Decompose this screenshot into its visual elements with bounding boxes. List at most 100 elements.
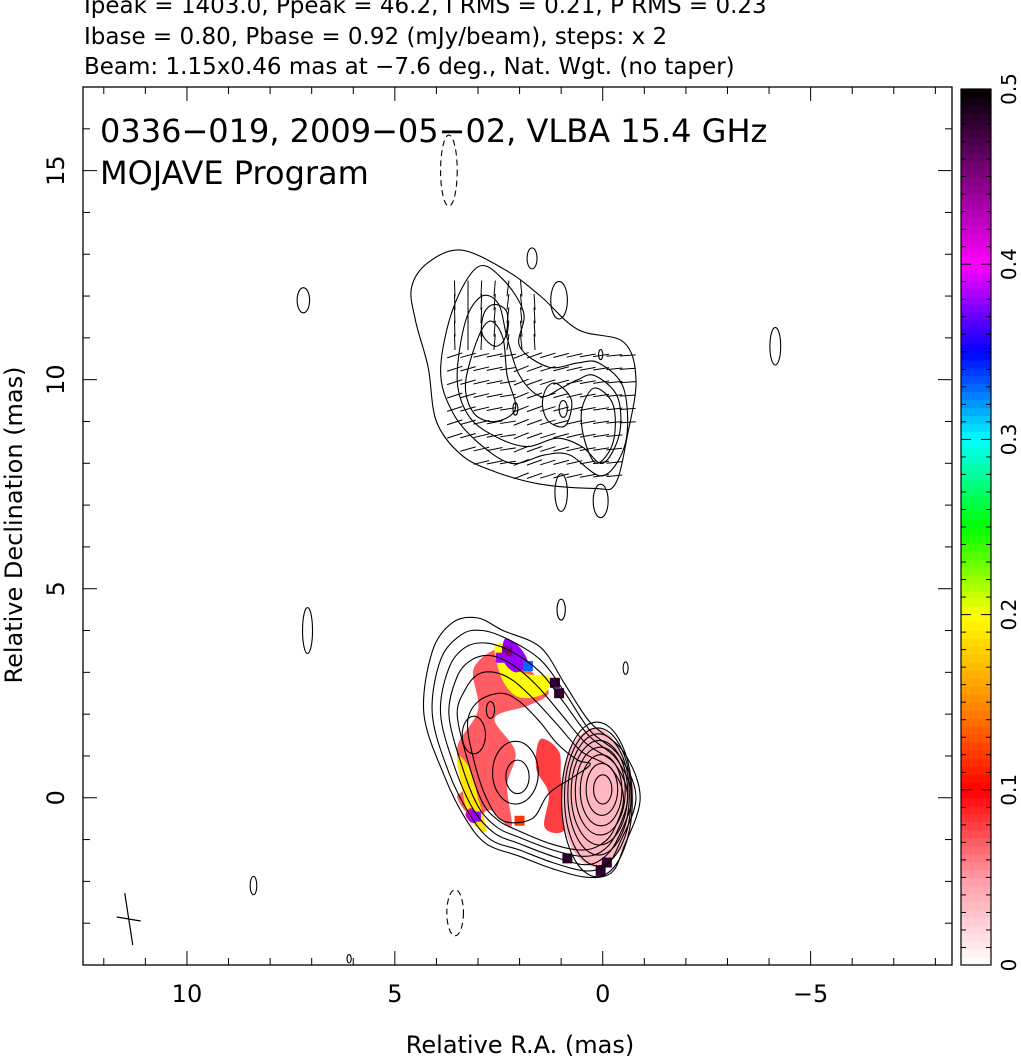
colorbar-cell (961, 813, 991, 823)
evpa-vector (453, 280, 456, 297)
colorbar-cell (961, 383, 991, 393)
isolated-contour (571, 87, 576, 88)
colorbar-cell (961, 415, 991, 425)
isolated-contour (769, 326, 782, 366)
contour-blob (461, 715, 487, 755)
evpa-vector (566, 446, 583, 452)
colorbar-cell (961, 941, 991, 950)
evpa-vector (526, 472, 543, 479)
evpa-vector (593, 434, 610, 438)
colorbar-cell (961, 319, 991, 329)
colorbar-cell (961, 120, 991, 130)
evpa-vector (493, 280, 496, 297)
evpa-vector (533, 334, 536, 351)
colorbar-cell (961, 765, 991, 775)
evpa-vector (606, 461, 623, 464)
evpa-vector (506, 293, 510, 310)
evpa-vector (513, 378, 529, 386)
colorbar-cell (961, 789, 991, 799)
evpa-vector (553, 366, 570, 372)
evpa-vector (526, 419, 543, 426)
colorbar-cell (961, 694, 991, 703)
colorbar-cell (961, 726, 991, 735)
colorbar-cell (961, 853, 991, 863)
core-contour (570, 739, 629, 846)
evpa-vector (499, 447, 516, 451)
y-tick-label: 15 (42, 155, 70, 186)
evpa-vector (506, 280, 510, 297)
evpa-vector (460, 379, 476, 385)
colorbar-cell (961, 821, 991, 831)
contour-blob (492, 740, 539, 805)
core-contour (585, 762, 619, 816)
colorbar-cell (961, 240, 991, 249)
evpa-vector (606, 380, 623, 384)
evpa-vector (513, 351, 529, 359)
evpa-vector (526, 432, 543, 439)
contour-line (440, 265, 629, 477)
colorbar-cell (961, 949, 991, 958)
colorbar-cell (961, 877, 991, 886)
colorbar-cell (961, 423, 991, 433)
evpa-vector (473, 353, 490, 358)
evpa-vector (473, 379, 490, 385)
evpa-vector (473, 433, 490, 439)
evpa-vector (473, 393, 490, 398)
evpa-vector (446, 419, 463, 426)
polarization-patch (535, 738, 570, 834)
evpa-vector (460, 433, 476, 439)
contour-blob (556, 598, 566, 621)
polarization-pixel (601, 857, 612, 868)
contour-line (431, 629, 637, 872)
colorbar-cell (961, 630, 991, 640)
colorbar-cell (961, 757, 991, 767)
polarization-pixel (549, 677, 560, 688)
negative-contour (446, 889, 464, 937)
colorbar-cell (961, 845, 991, 855)
core-contour (563, 727, 632, 867)
contour-blob (558, 400, 568, 418)
contour-line (464, 320, 517, 423)
colorbar-cell (961, 909, 991, 918)
colorbar-cell (961, 534, 991, 544)
beam-minor-axis (116, 916, 141, 922)
evpa-vector (566, 433, 583, 438)
colorbar-cell (961, 112, 991, 122)
colorbar-tick-label: 0.5 (997, 73, 1021, 105)
isolated-contour (296, 287, 311, 314)
y-tick-label: 5 (42, 581, 70, 596)
evpa-vector (553, 446, 570, 452)
contour-blob (485, 701, 496, 719)
colorbar-cell (961, 343, 991, 353)
evpa-vector (526, 405, 543, 413)
evpa-vector (540, 432, 556, 439)
evpa-vector (566, 353, 583, 358)
colorbar-cell (961, 128, 991, 138)
colorbar-cell (961, 550, 991, 560)
x-tick-label: 10 (172, 980, 203, 1008)
colorbar-tick-label: 0.3 (997, 423, 1021, 455)
colorbar-cell (961, 280, 991, 289)
colorbar-cell (961, 861, 991, 871)
colorbar-cell (961, 622, 991, 632)
evpa-vector (566, 393, 583, 398)
colorbar-tick-label: 0.2 (997, 599, 1021, 631)
evpa-vector (593, 380, 610, 384)
core-contour (561, 721, 633, 878)
evpa-vector (460, 446, 476, 452)
evpa-vector (579, 473, 596, 478)
colorbar-cell (961, 662, 991, 671)
colorbar-cell (961, 487, 991, 496)
negative-contour (440, 134, 458, 207)
evpa-vector (446, 432, 463, 439)
evpa-vector (506, 320, 510, 337)
evpa-vector (526, 392, 543, 399)
evpa-vector (499, 380, 516, 384)
evpa-vector (566, 406, 583, 412)
colorbar-cell (961, 797, 991, 807)
colorbar-cell (961, 742, 991, 751)
evpa-vector (619, 367, 636, 370)
colorbar-cell (961, 654, 991, 663)
evpa-vector (473, 366, 490, 372)
colorbar-cell (961, 224, 991, 233)
